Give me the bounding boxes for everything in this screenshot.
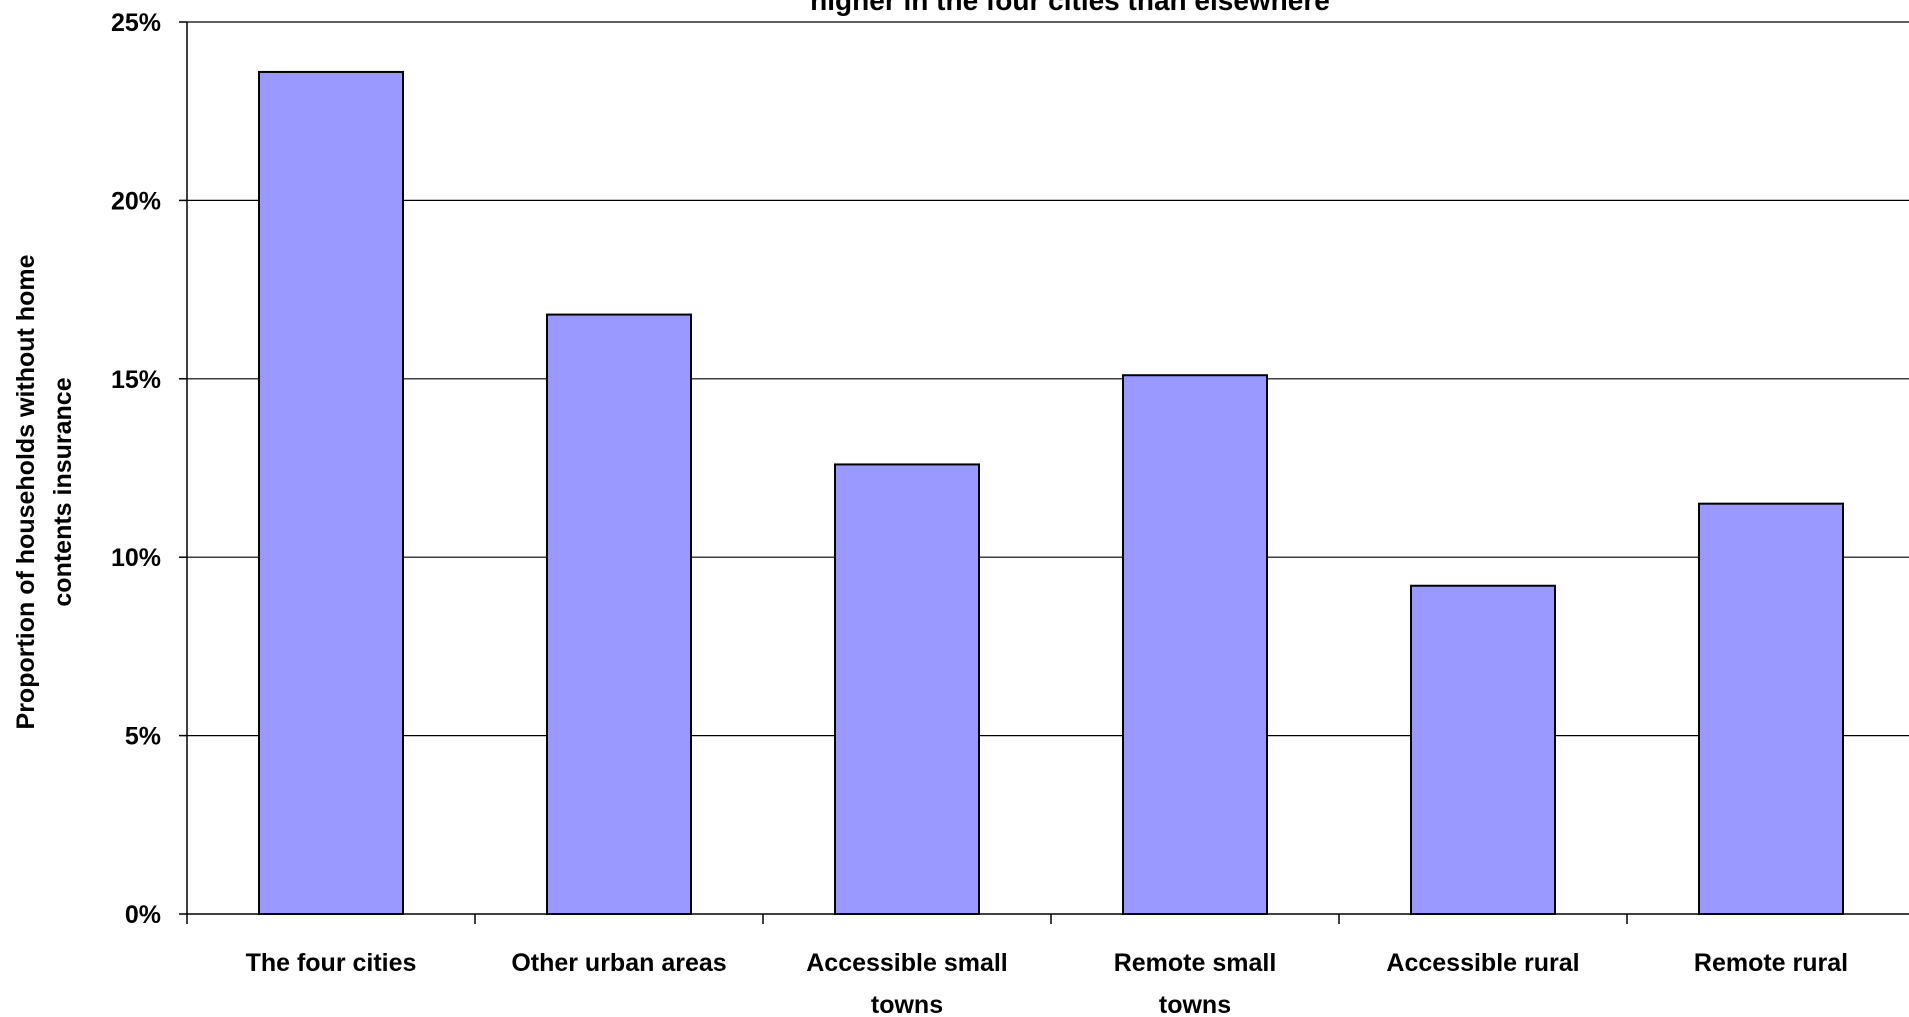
x-category-label: The four cities: [246, 949, 417, 977]
bar: [546, 313, 692, 915]
x-category-label: Remote small towns: [1114, 949, 1277, 1017]
y-tick-label: 0%: [125, 901, 161, 929]
x-category-label: Accessible rural: [1386, 949, 1579, 977]
gridlines: [187, 21, 1909, 737]
axes: [179, 21, 1909, 924]
y-tick-label: 25%: [111, 9, 161, 37]
chart-title: higher in the four cities than elsewhere: [810, 0, 1330, 16]
x-category-label: Remote rural: [1694, 949, 1848, 977]
y-axis-label: Proportion of households without home con…: [12, 254, 77, 729]
bar: [1410, 584, 1556, 916]
bar: [1698, 502, 1844, 915]
y-tick-label: 10%: [111, 544, 161, 572]
bars: [258, 70, 1844, 916]
y-tick-label: 15%: [111, 366, 161, 394]
bar: [1122, 374, 1268, 915]
bar: [834, 463, 980, 915]
bar: [258, 70, 404, 915]
x-category-labels: The four cities Other urban areas Accessib…: [246, 949, 1849, 1017]
y-tick-label: 20%: [111, 187, 161, 215]
x-category-label: Accessible small towns: [806, 949, 1008, 1017]
y-tick-label: 5%: [125, 723, 161, 751]
y-axis-title: Proportion of households without home con…: [12, 254, 77, 729]
y-tick-labels: 0% 5% 10% 15% 20% 25%: [111, 9, 161, 929]
x-category-label: Other urban areas: [511, 949, 726, 977]
